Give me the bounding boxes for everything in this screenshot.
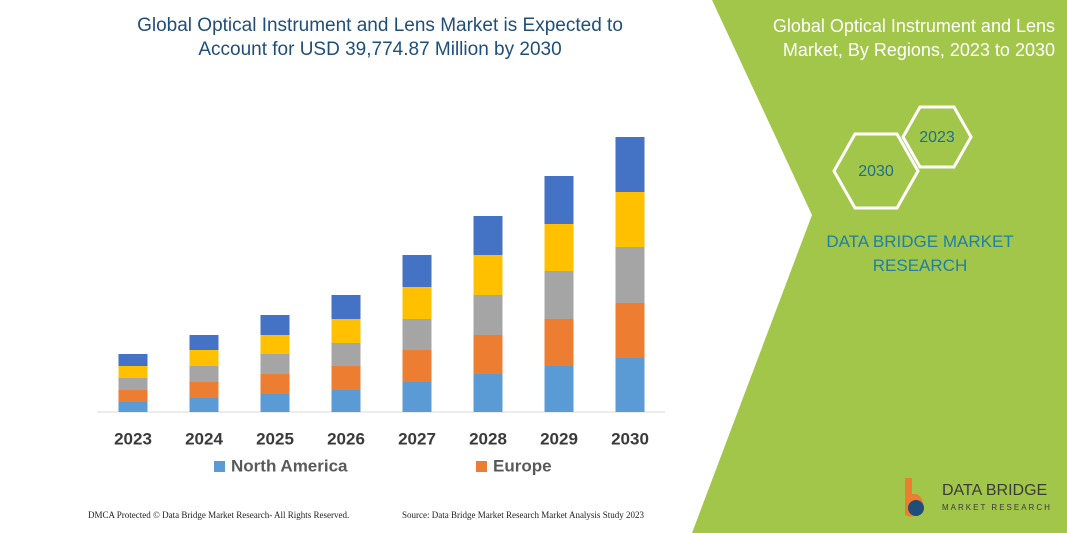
bar-segment <box>402 255 432 287</box>
legend-label: Europe <box>493 456 552 475</box>
bar-segment <box>473 335 503 374</box>
hexagon-label: 2023 <box>919 129 955 146</box>
hexagon <box>901 105 973 169</box>
logo-shape <box>908 500 924 516</box>
legend-label: North America <box>231 456 348 475</box>
bar-segment <box>615 358 645 412</box>
bar-segment <box>331 295 361 319</box>
bar-segment <box>544 176 574 224</box>
logo-name: DATA BRIDGE <box>942 482 1047 499</box>
x-tick-label: 2024 <box>185 429 223 448</box>
bar-segment <box>544 366 574 412</box>
bar-segment <box>189 382 219 398</box>
bar-segment <box>544 319 574 366</box>
x-tick-label: 2026 <box>327 429 365 448</box>
bar-segment <box>118 366 148 378</box>
footer-right: Source: Data Bridge Market Research Mark… <box>402 510 644 520</box>
bar-segment <box>118 378 148 390</box>
bar-segment <box>331 366 361 390</box>
bar-segment <box>544 224 574 271</box>
x-tick-label: 2029 <box>540 429 578 448</box>
hexagon <box>832 132 920 210</box>
chart-title: Global Optical Instrument and Lens Marke… <box>137 15 623 60</box>
bar-segment <box>331 319 361 343</box>
footer-left: DMCA Protected © Data Bridge Market Rese… <box>88 510 350 520</box>
bar-segment <box>331 343 361 366</box>
side-title: Global Optical Instrument and Lens Marke… <box>772 16 1055 60</box>
bar-segment <box>260 335 290 354</box>
x-tick-label: 2030 <box>611 429 649 448</box>
logo-tagline: MARKET RESEARCH <box>942 503 1052 512</box>
x-tick-label: 2025 <box>256 429 294 448</box>
bar-segment <box>118 402 148 412</box>
x-tick-label: 2027 <box>398 429 436 448</box>
legend-swatch <box>476 461 487 472</box>
brand: DATA BRIDGE MARKET RESEARCH <box>826 232 1014 275</box>
bar-segment <box>544 271 574 319</box>
bar-segment <box>402 382 432 412</box>
bar-segment <box>118 390 148 402</box>
bar-segment <box>473 374 503 412</box>
x-tick-label: 2028 <box>469 429 507 448</box>
bar-segment <box>473 255 503 295</box>
bar-segment <box>118 354 148 366</box>
side-panel-bg <box>692 0 1067 533</box>
bar-segment <box>189 335 219 350</box>
x-tick-label: 2023 <box>114 429 152 448</box>
bar-segment <box>402 319 432 350</box>
legend-swatch <box>214 461 225 472</box>
bar-segment <box>189 398 219 412</box>
bar-segment <box>260 374 290 394</box>
bar-segment <box>615 247 645 303</box>
logo-icon <box>905 478 924 517</box>
bar-segment <box>189 350 219 366</box>
bar-segment <box>473 295 503 335</box>
bar-segment <box>402 350 432 382</box>
bar-segment <box>189 366 219 382</box>
bar-segment <box>615 137 645 192</box>
bar-segment <box>473 216 503 255</box>
hexagon-label: 2030 <box>858 163 894 180</box>
bar-segment <box>331 390 361 412</box>
bar-segment <box>615 303 645 358</box>
bar-segment <box>260 394 290 412</box>
bar-segment <box>260 315 290 335</box>
bar-segment <box>260 354 290 374</box>
bar-segment <box>402 287 432 319</box>
bar-segment <box>615 192 645 247</box>
